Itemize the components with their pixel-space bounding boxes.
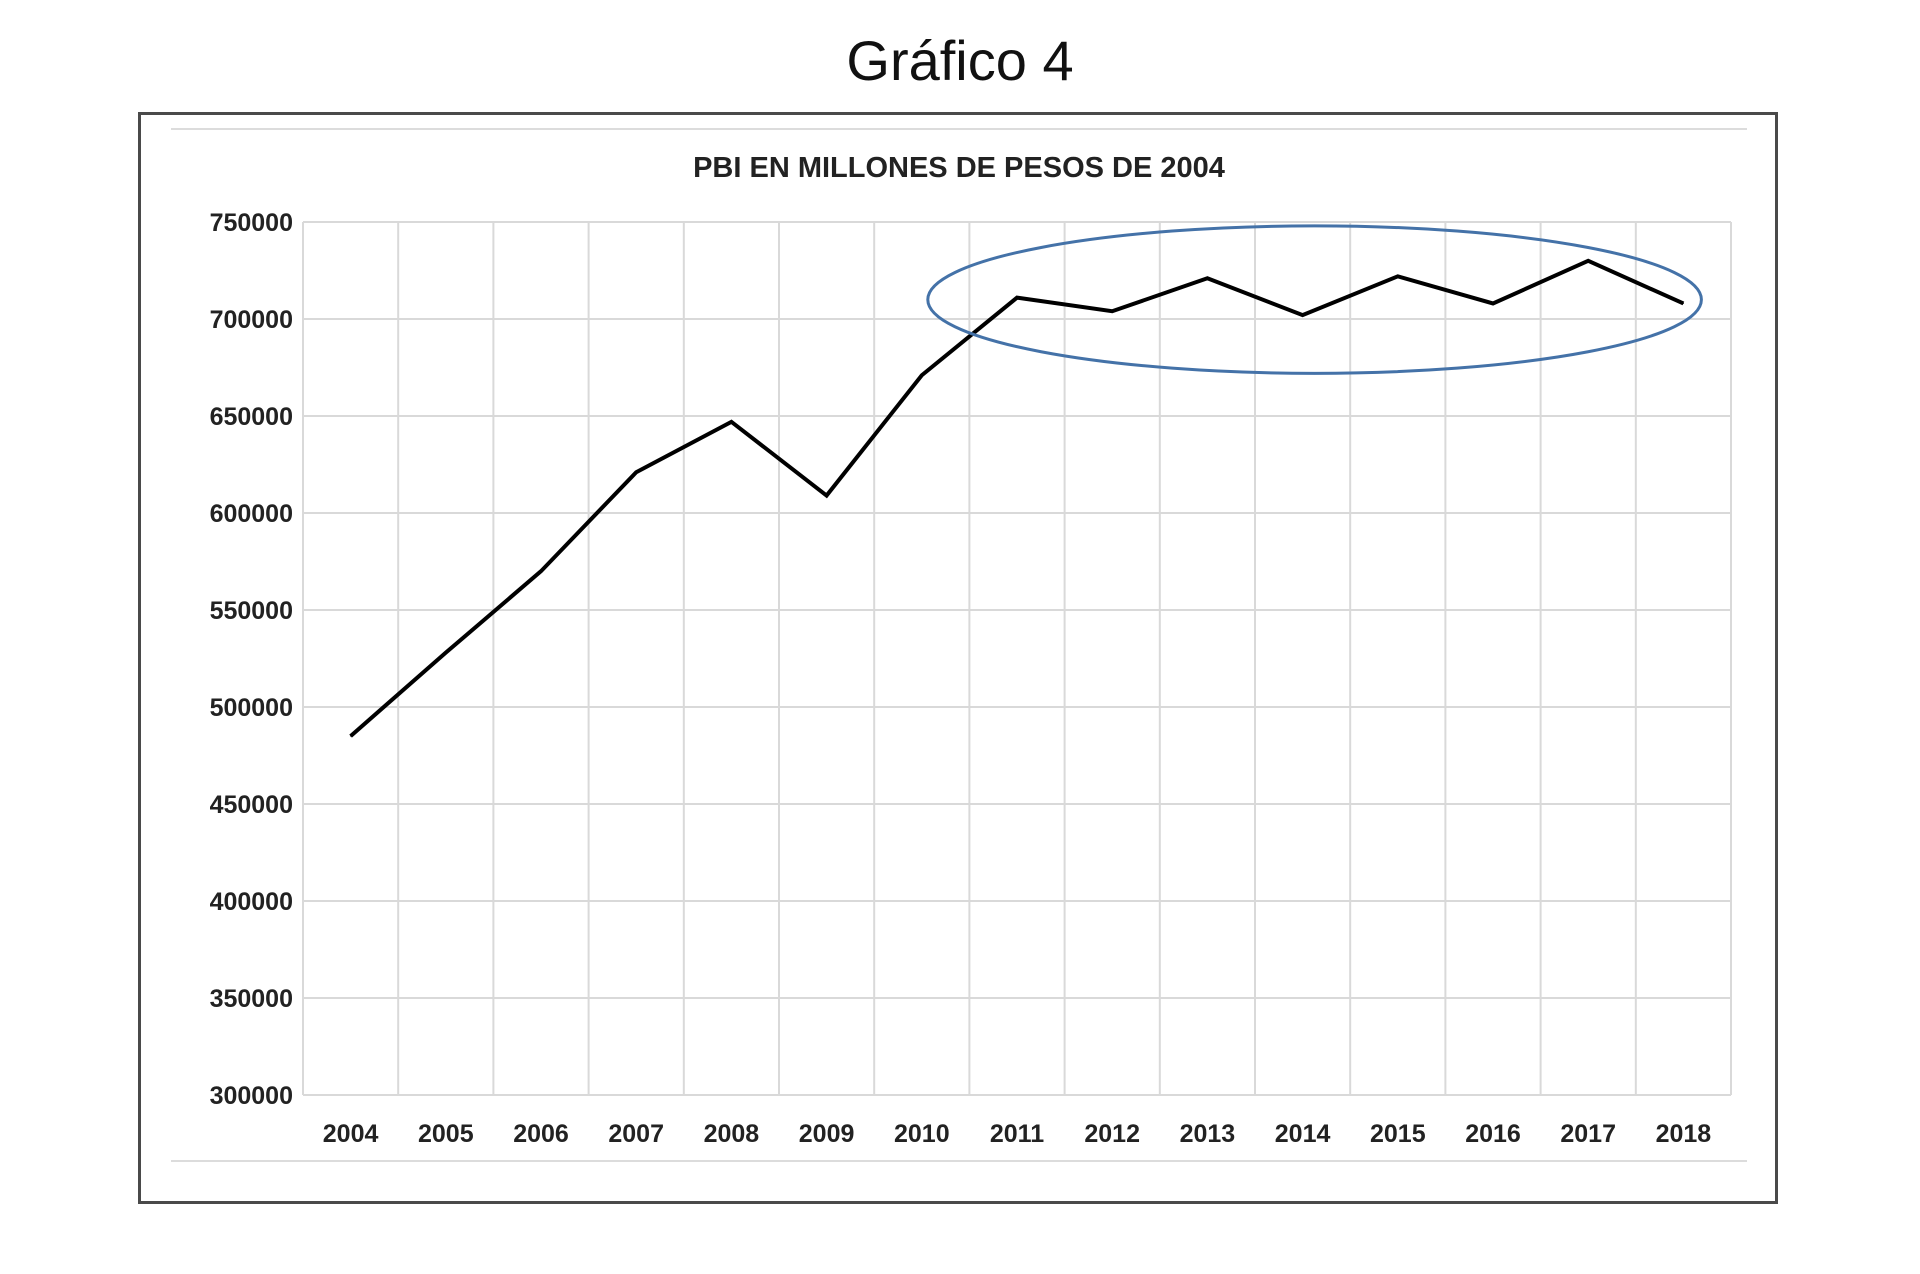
y-tick-label: 750000 <box>210 209 293 237</box>
x-tick-label: 2006 <box>513 1120 569 1148</box>
highlight-ellipse-0 <box>926 224 1703 375</box>
data-point <box>1587 260 1589 262</box>
x-tick-label: 2015 <box>1370 1120 1426 1148</box>
data-point <box>635 471 637 473</box>
data-point <box>921 374 923 376</box>
data-point <box>1206 277 1208 279</box>
y-tick-label: 700000 <box>210 306 293 334</box>
x-tick-label: 2009 <box>799 1120 855 1148</box>
x-tick-label: 2011 <box>990 1120 1044 1148</box>
data-point <box>730 421 732 423</box>
x-tick-label: 2008 <box>704 1120 760 1148</box>
chart: PBI EN MILLONES DE PESOS DE 2004 3000003… <box>171 128 1747 1162</box>
series-line-0 <box>349 258 1685 738</box>
y-axis-ticks: 300000 350000 400000 450000 500000 550000 6000… <box>210 209 293 1110</box>
x-axis-ticks: 2004 2005 2006 2007 2008 2009 2010 2011 2012 2013… <box>323 1120 1712 1148</box>
chart-frame: PBI EN MILLONES DE PESOS DE 2004 300000 3… <box>138 112 1778 1204</box>
data-point <box>1111 310 1113 312</box>
x-tick-label: 2007 <box>608 1120 664 1148</box>
x-tick-label: 2010 <box>894 1120 950 1148</box>
y-tick-label: 450000 <box>210 791 293 819</box>
x-tick-label: 2014 <box>1275 1120 1331 1148</box>
x-tick-label: 2018 <box>1656 1120 1712 1148</box>
x-tick-label: 2017 <box>1560 1120 1616 1148</box>
y-tick-label: 500000 <box>210 694 293 722</box>
chart-title: PBI EN MILLONES DE PESOS DE 2004 <box>693 152 1225 184</box>
data-point <box>445 652 447 654</box>
y-tick-label: 350000 <box>210 985 293 1013</box>
x-tick-label: 2016 <box>1465 1120 1521 1148</box>
page-title: Gráfico 4 <box>846 29 1074 92</box>
x-tick-label: 2013 <box>1180 1120 1236 1148</box>
data-point <box>1016 297 1018 299</box>
data-point <box>1682 302 1684 304</box>
series <box>349 258 1685 738</box>
data-point <box>1492 302 1494 304</box>
y-tick-label: 600000 <box>210 500 293 528</box>
data-point <box>1397 275 1399 277</box>
x-tick-label: 2012 <box>1084 1120 1140 1148</box>
data-point <box>826 495 828 497</box>
y-tick-label: 300000 <box>210 1082 293 1110</box>
data-point <box>1302 314 1304 316</box>
y-tick-label: 650000 <box>210 403 293 431</box>
annotations <box>926 224 1703 375</box>
data-point <box>350 735 352 737</box>
y-tick-label: 550000 <box>210 597 293 625</box>
data-point <box>540 570 542 572</box>
x-tick-label: 2004 <box>323 1120 379 1148</box>
grid <box>302 221 1732 1096</box>
y-tick-label: 400000 <box>210 888 293 916</box>
x-tick-label: 2005 <box>418 1120 474 1148</box>
